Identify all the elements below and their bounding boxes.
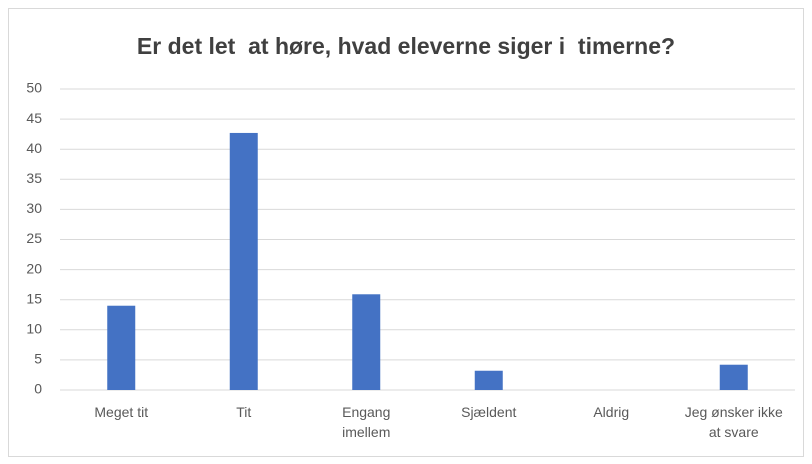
y-tick-label: 15: [26, 290, 42, 306]
x-tick-label: Meget tit: [94, 404, 149, 420]
bar: [719, 364, 748, 390]
bar: [352, 294, 381, 390]
bar: [229, 132, 258, 391]
y-tick-label: 5: [34, 351, 42, 367]
bar: [474, 370, 503, 390]
y-tick-label: 0: [34, 381, 42, 397]
y-tick-label: 35: [26, 170, 42, 186]
y-tick-label: 45: [26, 110, 42, 126]
chart-border: [8, 8, 804, 457]
x-tick-label: Aldrig: [593, 404, 630, 420]
y-tick-label: 50: [26, 80, 42, 96]
y-tick-label: 40: [26, 140, 42, 156]
x-tick-label: Tit: [236, 404, 252, 420]
x-tick-label: Jeg ønsker ikke at svare: [684, 404, 783, 440]
y-tick-label: 30: [26, 200, 42, 216]
chart-title: Er det let at høre, hvad eleverne siger …: [137, 33, 675, 59]
x-tick-label: Engang imellem: [342, 404, 391, 440]
y-tick-label: 25: [26, 230, 42, 246]
bar: [107, 305, 136, 390]
x-tick-label: Sjældent: [461, 404, 517, 420]
y-tick-label: 20: [26, 260, 42, 276]
y-tick-label: 10: [26, 321, 42, 337]
